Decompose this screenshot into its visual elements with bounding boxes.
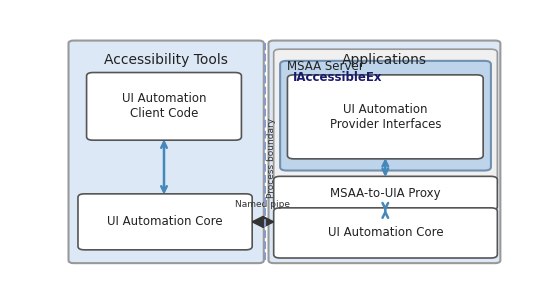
Text: UI Automation Core: UI Automation Core (327, 226, 443, 239)
Text: MSAA Server: MSAA Server (286, 60, 364, 73)
FancyBboxPatch shape (78, 194, 252, 250)
FancyBboxPatch shape (68, 41, 264, 263)
Text: UI Automation
Provider Interfaces: UI Automation Provider Interfaces (330, 103, 441, 131)
FancyBboxPatch shape (274, 49, 497, 187)
FancyBboxPatch shape (280, 61, 491, 171)
Text: UI Automation
Client Code: UI Automation Client Code (122, 92, 206, 120)
Text: IAccessibleEx: IAccessibleEx (293, 71, 382, 84)
Text: MSAA-to-UIA Proxy: MSAA-to-UIA Proxy (330, 187, 441, 200)
FancyBboxPatch shape (274, 176, 497, 210)
Text: Process boundary: Process boundary (268, 118, 276, 198)
FancyBboxPatch shape (274, 208, 497, 258)
FancyBboxPatch shape (87, 72, 241, 140)
Text: Applications: Applications (342, 53, 427, 67)
FancyBboxPatch shape (287, 75, 483, 159)
Text: Accessibility Tools: Accessibility Tools (104, 53, 228, 67)
Text: Named pipe: Named pipe (235, 200, 290, 209)
FancyBboxPatch shape (269, 41, 501, 263)
Text: UI Automation Core: UI Automation Core (107, 215, 223, 228)
